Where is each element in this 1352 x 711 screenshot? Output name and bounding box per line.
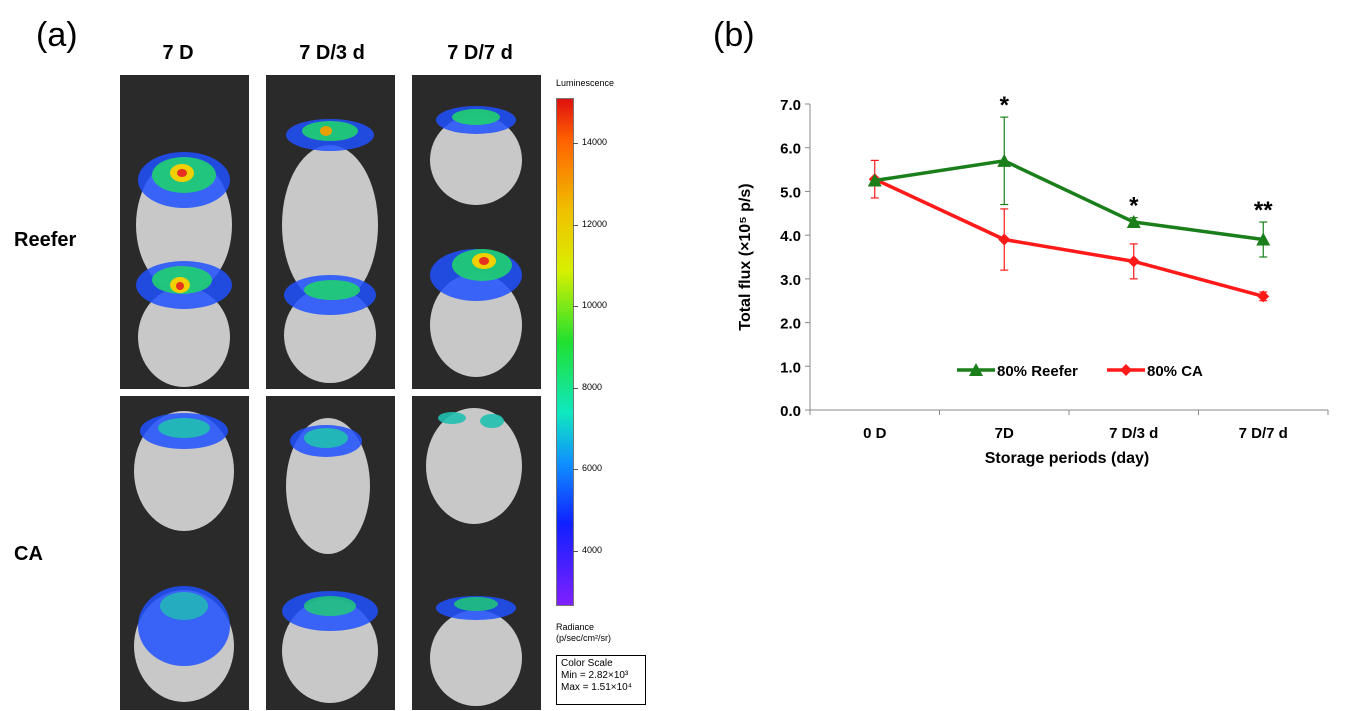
- color-scale-box: Color Scale Min = 2.82×10³ Max = 1.51×10…: [556, 655, 646, 705]
- y-axis-title: Total flux (×10⁵ p/s): [737, 183, 754, 330]
- data-point: [867, 173, 882, 187]
- strawberry-images: [430, 106, 522, 377]
- data-point: [997, 153, 1012, 167]
- image-ca-7d-3d: [266, 396, 395, 710]
- data-point: [1126, 215, 1141, 229]
- colorbar-tick-label: 14000: [582, 137, 608, 147]
- colorbar-tick: [573, 469, 578, 470]
- data-point: [1127, 255, 1140, 268]
- y-tick-label: 3.0: [780, 272, 801, 289]
- strawberry-images: [282, 418, 378, 703]
- data-point: [1257, 290, 1270, 303]
- strawberry-images: [426, 408, 522, 706]
- significance-marker: *: [1129, 193, 1139, 220]
- colorbar: [556, 98, 574, 606]
- radiance-unit: Radiance (p/sec/cm²/sr): [556, 622, 611, 644]
- column-header-7d: 7 D: [162, 42, 194, 64]
- colorbar-tick: [573, 143, 578, 144]
- x-tick-label: 7D: [995, 425, 1014, 442]
- colorbar-tick-label: 8000: [582, 382, 603, 392]
- image-reefer-7d-3d: [266, 75, 395, 389]
- legend-label: 80% Reefer: [997, 363, 1078, 380]
- strawberry-images: [134, 411, 234, 702]
- colorbar-tick-label: 12000: [582, 219, 608, 229]
- data-point: [1256, 232, 1271, 246]
- radiance-line-1: Radiance: [556, 622, 595, 632]
- colorbar-tick: [573, 551, 578, 552]
- y-tick-label: 2.0: [780, 316, 801, 333]
- color-scale-max: Max = 1.51×10⁴: [561, 682, 633, 693]
- row-label-reefer: Reefer: [14, 229, 77, 251]
- significance-marker: **: [1254, 197, 1273, 224]
- image-reefer-7d-7d: [412, 75, 541, 389]
- series-line: [874, 177, 1264, 299]
- colorbar-title: Luminescence: [556, 78, 615, 88]
- x-tick-label: 7 D/7 d: [1239, 425, 1288, 442]
- colorbar-tick-label: 10000: [582, 300, 608, 310]
- radiance-line-2: (p/sec/cm²/sr): [556, 633, 611, 643]
- column-header-7d-3d: 7 D/3 d: [299, 42, 365, 64]
- x-axis-title: Storage periods (day): [985, 450, 1149, 467]
- data-point: [998, 233, 1011, 246]
- color-scale-min: Min = 2.82×10³: [561, 670, 629, 681]
- colorbar-tick: [573, 225, 578, 226]
- legend-label: 80% CA: [1147, 363, 1203, 380]
- legend-swatch-marker: [1120, 364, 1132, 376]
- y-tick-label: 4.0: [780, 228, 801, 245]
- image-ca-7d-7d: [412, 396, 541, 710]
- colorbar-tick-label: 6000: [582, 463, 603, 473]
- strawberry-images: [136, 152, 232, 387]
- image-reefer-7d: [120, 75, 249, 389]
- image-ca-7d: [120, 396, 249, 710]
- color-scale-title: Color Scale: [561, 658, 613, 669]
- significance-marker: *: [1000, 92, 1010, 119]
- panel-a-label: (a): [36, 16, 78, 54]
- column-header-7d-7d: 7 D/7 d: [447, 42, 513, 64]
- chart-series: ** **: [867, 92, 1273, 303]
- panel-b-label: (b): [713, 16, 755, 54]
- series-80-reefer: [867, 116, 1271, 258]
- legend-swatch-marker: [969, 363, 983, 376]
- chart-legend: 80% Reefer 80% CA: [957, 363, 1203, 380]
- series-line: [874, 159, 1264, 242]
- row-label-ca: CA: [14, 543, 43, 565]
- y-tick-label: 6.0: [780, 141, 801, 158]
- colorbar-tick-label: 4000: [582, 545, 603, 555]
- strawberry-images: [282, 119, 378, 383]
- y-tick-label: 1.0: [780, 359, 801, 376]
- colorbar-tick: [573, 306, 578, 307]
- chart-axes: 0.0 1.0 2.0 3.0 4.0 5.0 6.0 7.0 0 D 7D 7 D/3 d 7 D/…: [780, 97, 1329, 442]
- y-tick-label: 0.0: [780, 403, 801, 420]
- colorbar-tick: [573, 388, 578, 389]
- x-tick-label: 7 D/3 d: [1109, 425, 1158, 442]
- x-tick-label: 0 D: [863, 425, 887, 442]
- y-tick-label: 7.0: [780, 97, 801, 114]
- line-chart: 0.0 1.0 2.0 3.0 4.0 5.0 6.0 7.0 0 D 7D 7 D/3 d 7 D/…: [737, 92, 1329, 467]
- y-tick-label: 5.0: [780, 184, 801, 201]
